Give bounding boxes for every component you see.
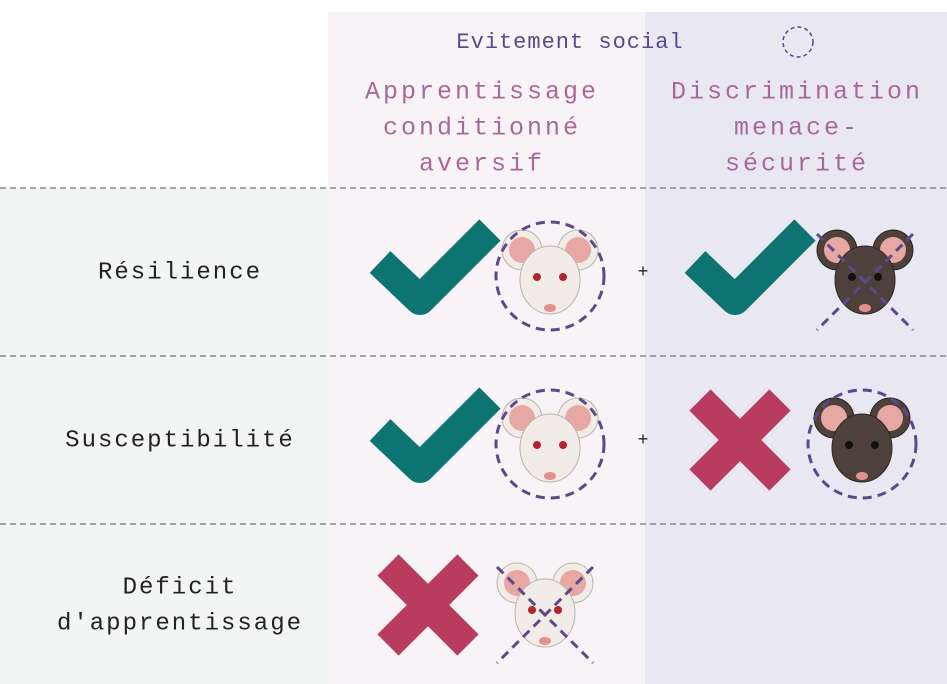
row-label: Résilience xyxy=(98,259,262,286)
eye xyxy=(533,441,541,449)
dashed-circle xyxy=(494,220,606,332)
row-label: Susceptibilité xyxy=(65,427,295,454)
cross-stroke xyxy=(377,554,479,656)
nose xyxy=(859,304,871,312)
cross-icon xyxy=(377,554,479,656)
separators xyxy=(0,187,947,525)
eye xyxy=(845,441,853,449)
row-label: Déficit xyxy=(123,574,238,601)
eye xyxy=(533,273,541,281)
mouse-icon xyxy=(494,220,606,332)
mouse-icon xyxy=(806,388,918,500)
row-header-bg xyxy=(0,188,328,684)
nose xyxy=(544,304,556,312)
head xyxy=(519,413,581,483)
nose xyxy=(856,472,868,480)
eye xyxy=(848,273,856,281)
column-header: aversif xyxy=(419,150,545,179)
eye xyxy=(871,441,879,449)
eye xyxy=(559,441,567,449)
check-icon xyxy=(369,219,501,315)
column-bg xyxy=(328,12,645,684)
column-header: Apprentissage xyxy=(365,78,599,107)
row-label: d'apprentissage xyxy=(57,610,303,637)
connector: + xyxy=(638,431,649,451)
dashed-cross xyxy=(815,232,915,332)
dashed-cross xyxy=(495,565,595,665)
column-bg xyxy=(645,12,947,684)
head xyxy=(519,245,581,315)
dashed-circle xyxy=(806,388,918,500)
column-header: menace- xyxy=(734,114,860,143)
mouse-icon xyxy=(495,562,595,665)
column-header: conditionné xyxy=(383,114,581,143)
check-icon xyxy=(369,387,501,483)
column-header: Discrimination xyxy=(671,78,923,107)
nose xyxy=(544,472,556,480)
eye xyxy=(874,273,882,281)
cross-stroke xyxy=(689,389,791,491)
check-icon xyxy=(684,219,816,315)
legend-icon xyxy=(782,26,814,58)
eye xyxy=(554,606,562,614)
legend-label: Evitement social xyxy=(456,30,683,55)
column-header: sécurité xyxy=(725,150,869,179)
cross-icon xyxy=(689,389,791,491)
eye xyxy=(559,273,567,281)
dashed-circle xyxy=(494,388,606,500)
mouse-icon xyxy=(494,388,606,500)
mouse-icon xyxy=(815,229,915,332)
head xyxy=(831,413,893,483)
eye xyxy=(528,606,536,614)
nose xyxy=(539,637,551,645)
connector: + xyxy=(638,263,649,283)
